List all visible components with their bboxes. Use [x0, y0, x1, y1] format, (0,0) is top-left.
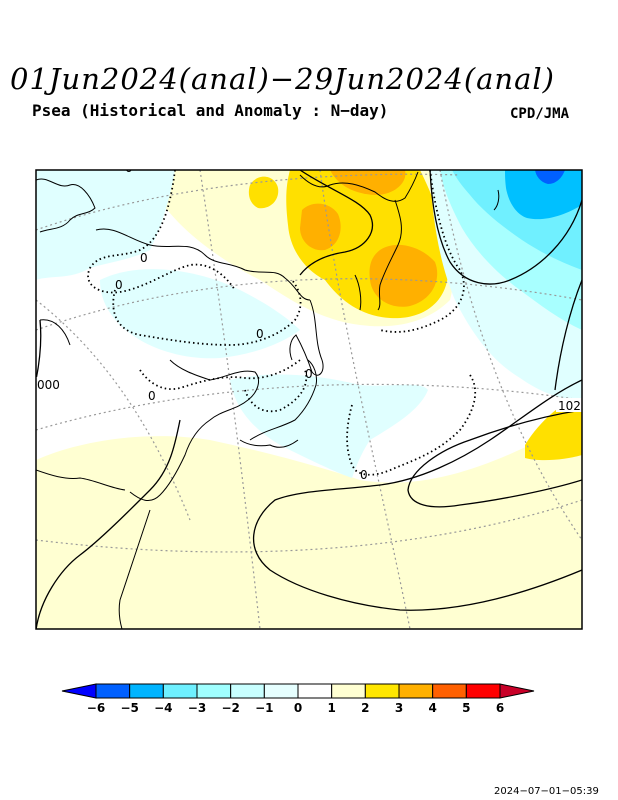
colorbar-tick-label: −6	[87, 701, 105, 715]
timestamp: 2024−07−01−05:39	[494, 786, 599, 797]
contour-label: 0	[256, 327, 264, 341]
anomaly-fill-darkblue-northeast	[535, 170, 565, 184]
colorbar-tick-label: −1	[255, 701, 273, 715]
contour-label: 0	[115, 278, 123, 292]
map-subtitle: Psea (Historical and Anomaly : N−day)	[32, 101, 389, 120]
colorbar-tick-label: 5	[462, 701, 470, 715]
contour-label-1020: 102	[558, 399, 581, 413]
colorbar-segment	[162, 683, 198, 699]
colorbar-segment	[297, 683, 333, 699]
colorbar-segment	[364, 683, 400, 699]
anomaly-fill-yellow-west-patch	[248, 176, 279, 209]
graticule	[36, 170, 582, 629]
colorbar-tick-label: 0	[294, 701, 302, 715]
colorbar-tick-label: 2	[361, 701, 369, 715]
colorbar-tick-label: −2	[221, 701, 239, 715]
colorbar-segment	[263, 683, 299, 699]
anomaly-fill-orange-north	[330, 170, 406, 195]
contour-label: 0	[125, 161, 133, 175]
colorbar-segment	[95, 683, 131, 699]
colorbar-arrow-right	[499, 683, 535, 699]
colorbar-segment	[129, 683, 164, 699]
anomaly-fill-light-yellow-south	[36, 420, 582, 629]
zero-anomaly-contours	[87, 170, 477, 476]
contour-label-1000: 000	[37, 378, 60, 392]
colorbar-segment	[432, 683, 467, 699]
contour-label: 0	[148, 389, 156, 403]
contour-label: 0	[360, 468, 368, 482]
colorbar-tick-label: 6	[496, 701, 504, 715]
contour-labels: 0 0 0 0 0 0 0 000 102	[36, 161, 582, 482]
agency-credit: CPD/JMA	[510, 106, 570, 122]
colorbar-segment	[196, 683, 232, 699]
colorbar-tick-label: 1	[327, 701, 335, 715]
colorbar-tick-label: −4	[154, 701, 172, 715]
map-area: 0 0 0 0 0 0 0 000 102	[36, 161, 582, 629]
anomaly-fill-orange-east	[369, 244, 438, 307]
contour-label: 0	[305, 367, 313, 381]
colorbar-tick-label: −3	[188, 701, 206, 715]
contour-label: 0	[140, 251, 148, 265]
anomaly-fill-orange-west	[300, 203, 341, 251]
colorbar-segment	[398, 683, 434, 699]
colorbar-tick-label: 4	[428, 701, 436, 715]
colorbar: −6 −5 −4 −3 −2 −1 0 1 2 3 4 5 6	[61, 683, 535, 715]
colorbar-tick-label: −5	[120, 701, 138, 715]
anomaly-fill-pale-cyan-continent	[36, 170, 175, 280]
map-frame	[35, 169, 583, 630]
anomaly-fill-blue-northeast	[505, 170, 582, 220]
colorbar-arrow-left	[61, 683, 97, 699]
coastlines	[36, 171, 500, 629]
colorbar-tick-label: 3	[395, 701, 403, 715]
isobars	[36, 170, 582, 629]
colorbar-segment	[331, 683, 366, 699]
anomaly-fill-pale-cyan-japan	[230, 374, 428, 478]
colorbar-segment	[465, 683, 501, 699]
colorbar-segment	[230, 683, 265, 699]
map-title: 01Jun2024(anal)−29Jun2024(anal)	[10, 62, 555, 96]
